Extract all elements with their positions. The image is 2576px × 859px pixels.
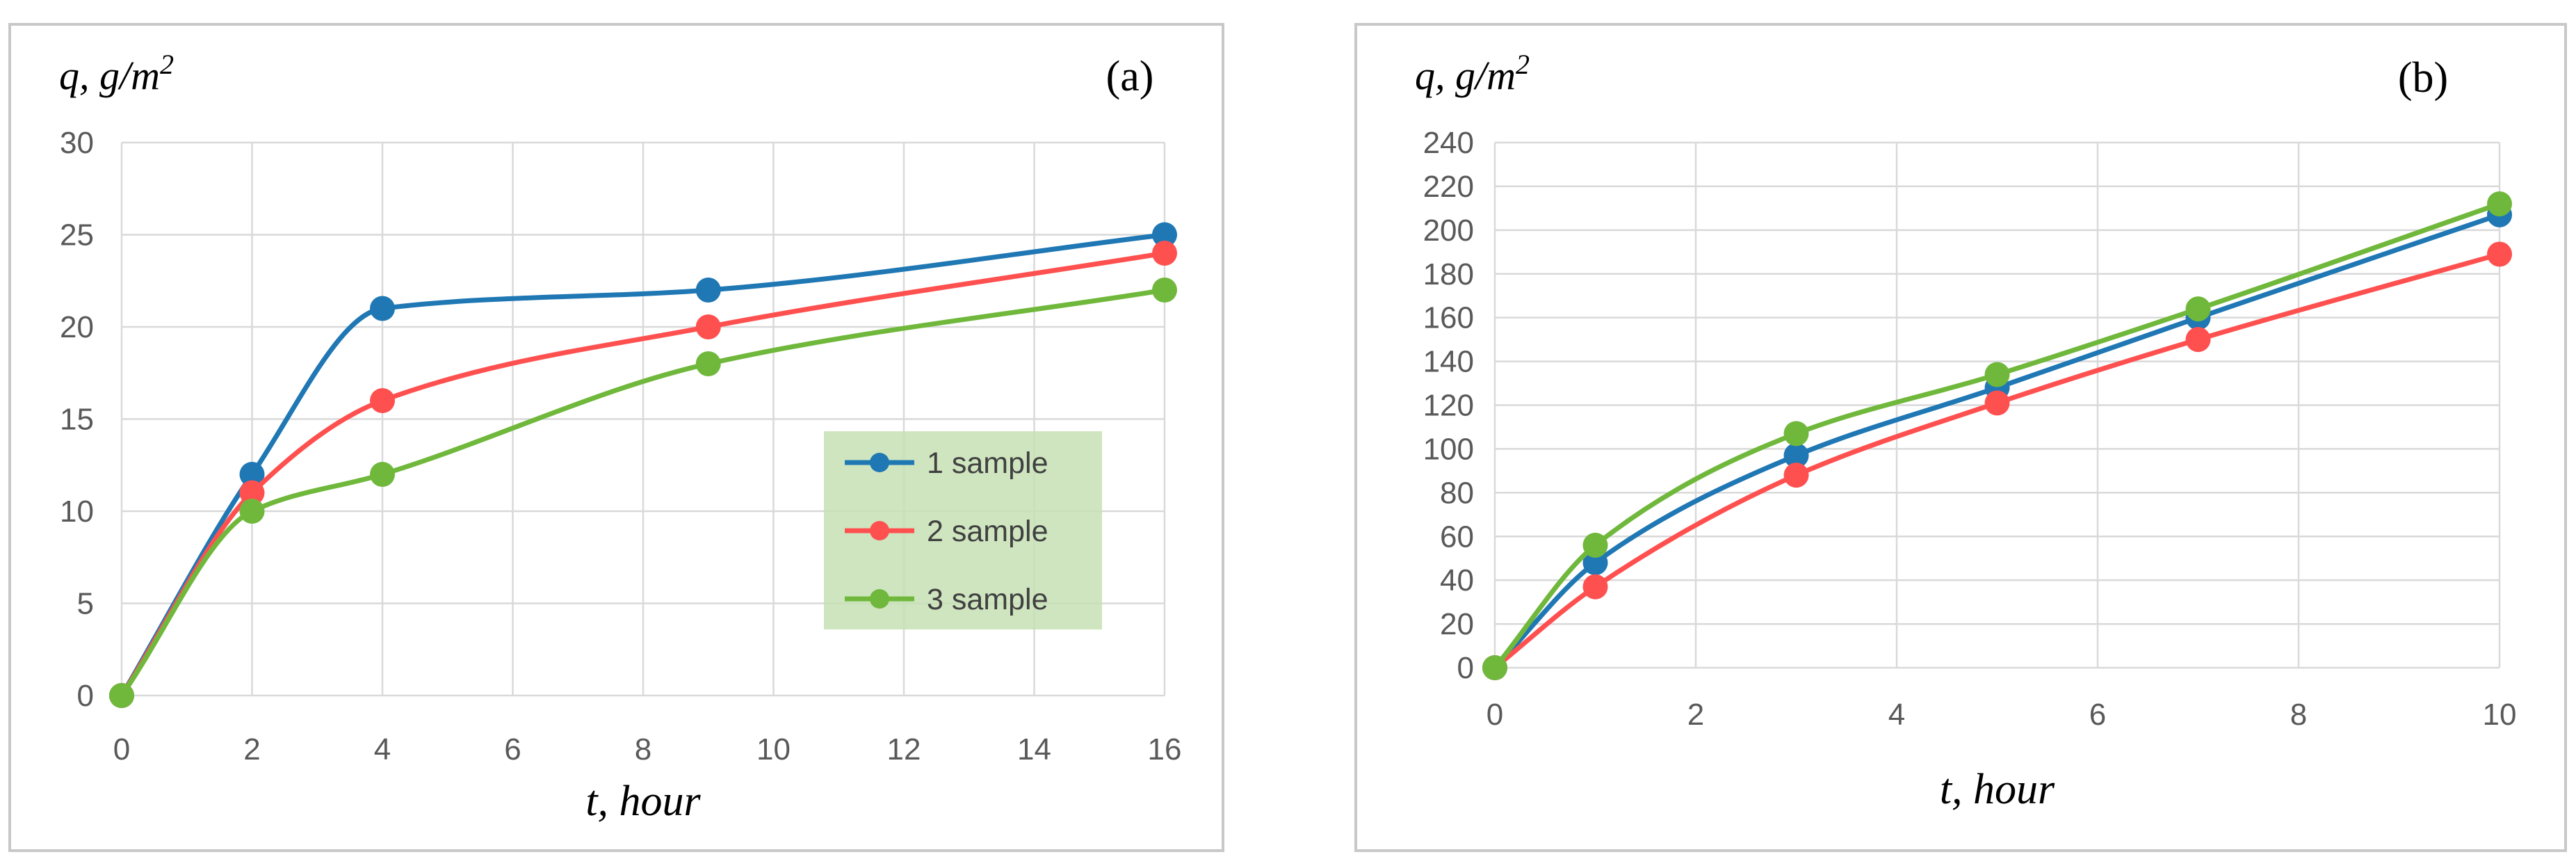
panel-b-data-point: [1783, 463, 1809, 488]
panel-a-legend-entry: 2 sample: [927, 515, 1048, 548]
panel-a-data-point: [370, 462, 395, 487]
panel-a-x-tick-label: 0: [113, 732, 130, 766]
panel-a-data-point: [239, 462, 265, 487]
panel-b-y-axis-title-main: q, g/m: [1415, 53, 1516, 98]
panel-a-data-point: [239, 499, 265, 524]
panel-a-data-point: [695, 278, 721, 303]
panel-a-data-point: [1152, 241, 1177, 266]
panel-b-data-point: [2185, 296, 2211, 322]
panel-b-x-tick-label: 2: [1687, 698, 1704, 732]
panel-a-x-tick-label: 4: [374, 732, 391, 766]
panel-b-y-tick-label: 20: [1440, 607, 1474, 641]
panel-a-y-tick-label: 25: [60, 218, 94, 252]
panel-a-legend-entry: 3 sample: [927, 583, 1048, 616]
panel-b-data-point: [1482, 655, 1507, 680]
panel-a-data-point: [1152, 222, 1177, 248]
panel-a-data-point: [695, 351, 721, 376]
panel-a-legend-swatch-marker: [870, 589, 889, 609]
panel-a-y-axis-title-main: q, g/m: [59, 53, 160, 98]
panel-b-data-point: [2487, 191, 2512, 217]
panel-a-x-tick-label: 6: [504, 732, 521, 766]
panel-b-data-point: [1783, 442, 1809, 468]
panel-b-data-point: [1984, 362, 2010, 387]
panel-b-y-tick-label: 0: [1457, 651, 1474, 685]
panel-a-y-tick-label: 15: [60, 403, 94, 437]
panel-a-data-point: [695, 314, 721, 339]
panel-b-y-tick-label: 160: [1423, 301, 1474, 335]
panel-a-y-tick-label: 30: [60, 126, 94, 160]
panel-b-y-tick-label: 220: [1423, 170, 1474, 204]
panel-a-data-point: [239, 480, 265, 506]
panel-a-y-tick-label: 5: [77, 587, 94, 621]
panel-a-y-axis-title: q, g/m2: [59, 49, 174, 98]
panel-b-x-tick-label: 8: [2290, 698, 2307, 732]
panel-a-data-point: [370, 388, 395, 413]
panel-a-legend-swatch-marker: [870, 453, 889, 472]
panel-a-x-tick-label: 14: [1017, 732, 1051, 766]
panel-b-y-tick-label: 100: [1423, 432, 1474, 466]
panel-b-y-tick-label: 140: [1423, 345, 1474, 379]
panel-a-y-tick-label: 10: [60, 495, 94, 529]
panel-a-data-point: [370, 296, 395, 321]
panel-b-data-point: [2185, 327, 2211, 353]
panel-b-y-tick-label: 80: [1440, 476, 1474, 510]
panel-b-x-tick-label: 4: [1888, 698, 1905, 732]
panel-b-data-point: [1582, 532, 1608, 558]
panel-b-frame: [1354, 23, 2567, 852]
panel-b-data-point: [1582, 574, 1608, 600]
panel-b-data-point: [2487, 241, 2512, 267]
panel-b-data-point: [1783, 421, 1809, 447]
panel-a-series-line: [119, 250, 1167, 698]
panel-a-x-axis-title: t, hour: [585, 778, 701, 825]
panel-b-x-axis-title: t, hour: [1940, 766, 2055, 813]
panel-a-data-point: [109, 683, 134, 708]
panel-b-data-point: [1582, 550, 1608, 575]
panel-a-y-tick-label: 0: [77, 679, 94, 713]
panel-a-y-axis-title-superscript: 2: [160, 49, 174, 80]
panel-a-legend-swatch-marker: [870, 521, 889, 540]
panel-b-y-tick-label: 120: [1423, 389, 1474, 423]
panel-a-x-tick-label: 12: [887, 732, 921, 766]
panel-b-y-tick-label: 200: [1423, 214, 1474, 248]
panel-b-y-axis-title-superscript: 2: [1516, 49, 1530, 80]
panel-a-series-line: [119, 287, 1167, 698]
panel-a-x-tick-label: 16: [1148, 732, 1182, 766]
panel-a-x-tick-label: 10: [756, 732, 791, 766]
panel-b-y-tick-label: 240: [1423, 126, 1474, 160]
panel-b-y-tick-label: 40: [1440, 563, 1474, 597]
panel-a-x-tick-label: 2: [243, 732, 260, 766]
panel-b-panel-label: (b): [2398, 54, 2448, 102]
panel-b-y-axis-title: q, g/m2: [1415, 49, 1530, 98]
panel-a-panel-label: (a): [1106, 53, 1154, 100]
panel-a-legend-entry: 1 sample: [927, 447, 1048, 480]
panel-b-x-tick-label: 10: [2483, 698, 2517, 732]
panel-a-series-line: [119, 232, 1167, 698]
panel-b-data-point: [1984, 390, 2010, 416]
panel-b-x-tick-label: 0: [1487, 698, 1503, 732]
panel-b-y-tick-label: 180: [1423, 257, 1474, 291]
chart-panel-b: 0 2 4 6 8 10020406080100120140160180200220240…: [1415, 49, 2516, 813]
panel-a-data-point: [1152, 278, 1177, 303]
panel-a-x-tick-label: 8: [635, 732, 651, 766]
panel-a-y-tick-label: 20: [60, 310, 94, 344]
panel-b-x-tick-label: 6: [2089, 698, 2106, 732]
panel-b-y-tick-label: 60: [1440, 520, 1474, 554]
